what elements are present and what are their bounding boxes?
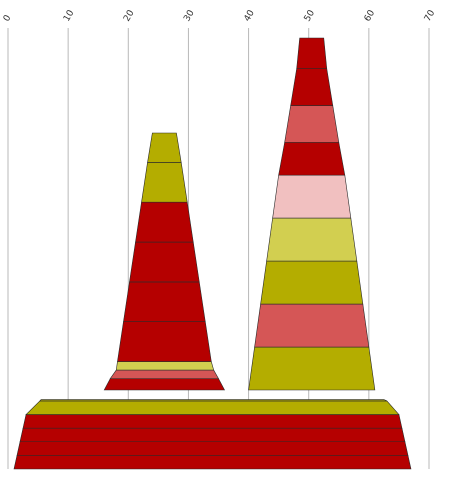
base-segment-5 bbox=[39, 399, 388, 402]
left-cone-segment-1 bbox=[109, 369, 220, 379]
x-tick-label-50: 50 bbox=[303, 8, 318, 23]
right-cone-segment-1 bbox=[254, 303, 370, 348]
right-cone-segment-0 bbox=[248, 346, 376, 391]
left-cone-segment-2 bbox=[115, 361, 215, 371]
right-cone-segment-7 bbox=[290, 68, 334, 106]
left-cone-segment-3 bbox=[117, 321, 212, 362]
right-cone-segment-8 bbox=[296, 37, 328, 69]
plot-area bbox=[13, 37, 412, 470]
x-tick-label-0: 0 bbox=[2, 13, 14, 23]
shape-base bbox=[13, 399, 412, 470]
left-cone-segment-5 bbox=[129, 241, 200, 283]
x-tick-label-10: 10 bbox=[62, 8, 77, 23]
right-cone-segment-2 bbox=[260, 260, 364, 305]
left-cone-segment-7 bbox=[141, 162, 188, 203]
left-cone-segment-4 bbox=[123, 281, 206, 323]
shape-left-cone bbox=[103, 132, 226, 391]
right-cone-segment-4 bbox=[272, 174, 352, 219]
left-cone-segment-8 bbox=[147, 132, 182, 163]
x-axis-tick-labels: 0 10 20 30 40 50 60 70 bbox=[2, 8, 438, 23]
shape-right-cone bbox=[248, 37, 376, 391]
x-tick-label-30: 30 bbox=[182, 8, 197, 23]
right-cone-segment-5 bbox=[278, 142, 346, 176]
base-segment-2 bbox=[19, 427, 406, 443]
left-cone-segment-0 bbox=[103, 378, 226, 391]
x-tick-label-40: 40 bbox=[243, 8, 258, 23]
base-segment-3 bbox=[22, 414, 403, 429]
base-segment-1 bbox=[16, 441, 409, 456]
base-segment-0 bbox=[13, 455, 412, 470]
right-cone-segment-3 bbox=[266, 217, 358, 262]
base-segment-4 bbox=[25, 400, 400, 415]
left-cone-segment-6 bbox=[135, 201, 194, 243]
x-tick-label-60: 60 bbox=[363, 8, 378, 23]
x-tick-label-70: 70 bbox=[423, 8, 438, 23]
x-tick-label-20: 20 bbox=[122, 8, 137, 23]
right-cone-segment-6 bbox=[284, 105, 340, 143]
